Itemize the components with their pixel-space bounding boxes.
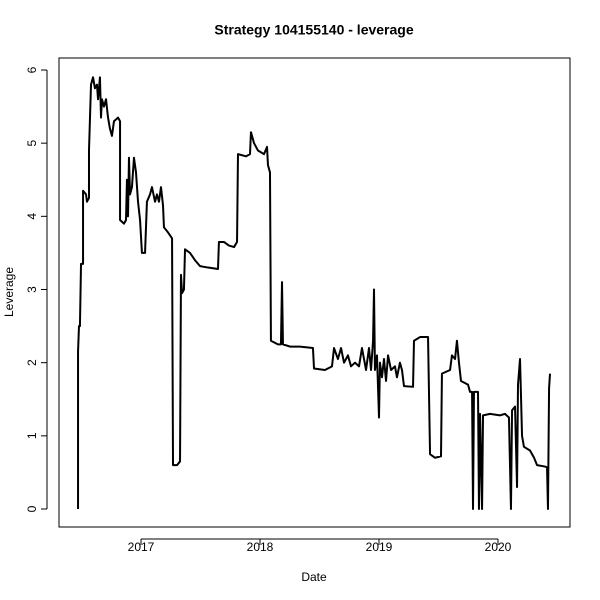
y-tick-label: 2 (25, 359, 39, 366)
plot-box (58, 57, 571, 528)
y-tick-label: 1 (25, 432, 39, 439)
x-tick-label: 2018 (247, 540, 274, 554)
y-tick-label: 3 (25, 286, 39, 293)
y-tick-label: 0 (25, 505, 39, 512)
chart-title: Strategy 104155140 - leverage (214, 22, 413, 38)
data-line (77, 76, 552, 510)
y-axis-label: Leverage (2, 267, 16, 317)
y-tick-label: 4 (25, 213, 39, 220)
y-tick-label: 5 (25, 140, 39, 147)
x-tick-label: 2020 (485, 540, 512, 554)
y-tick-label: 6 (25, 66, 39, 73)
x-tick-label: 2019 (366, 540, 393, 554)
x-tick-label: 2017 (128, 540, 155, 554)
x-axis-label: Date (301, 570, 327, 584)
